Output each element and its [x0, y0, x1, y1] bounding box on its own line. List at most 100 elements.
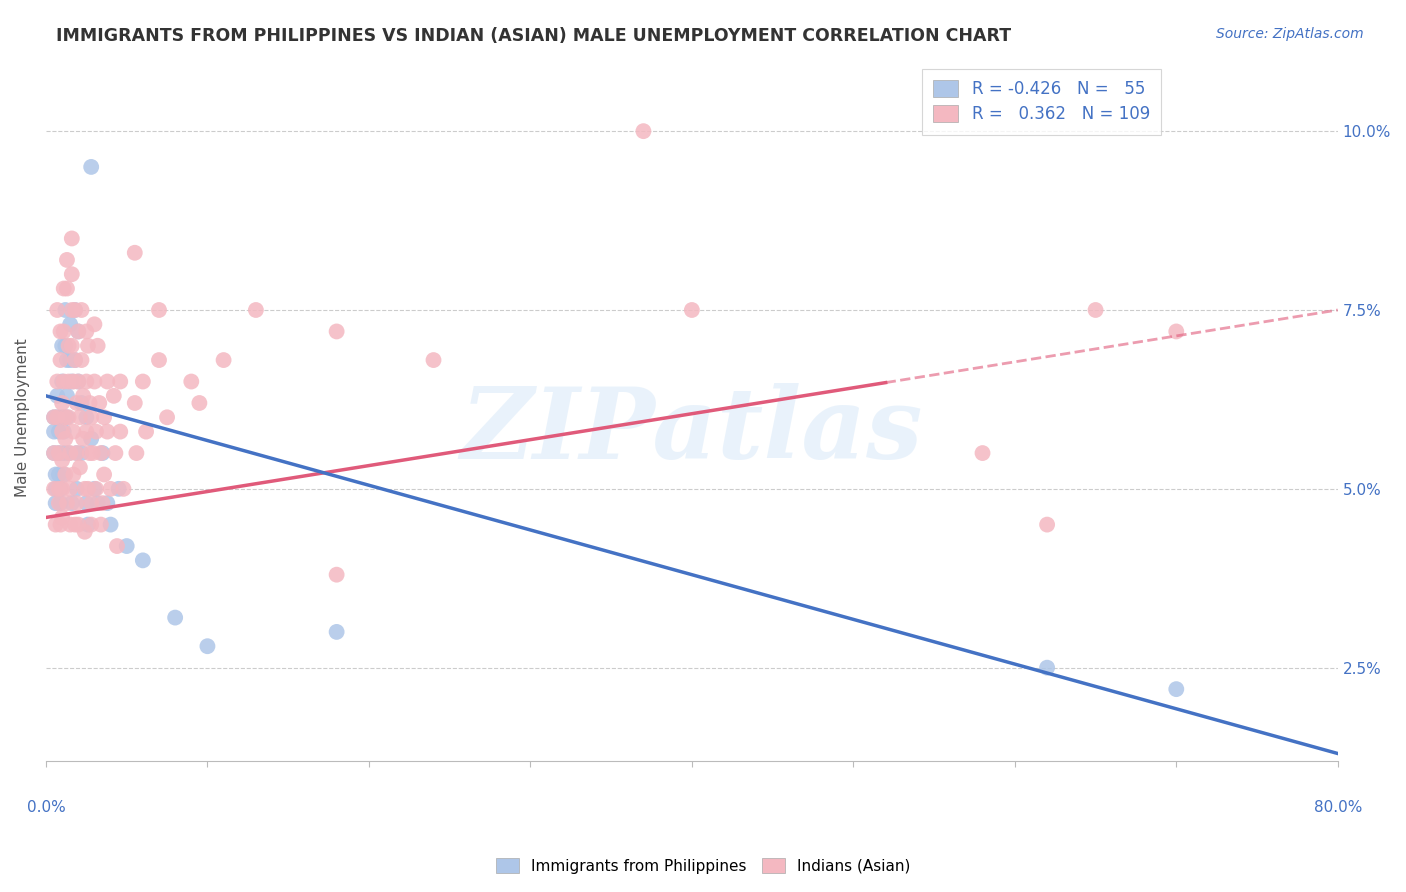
Point: [422, 353, 444, 368]
Point: [48, 446, 70, 460]
Point: [1166, 325, 1188, 339]
Point: [46, 303, 69, 318]
Legend: R = -0.426   N =   55, R =   0.362   N = 109: R = -0.426 N = 55, R = 0.362 N = 109: [921, 69, 1161, 135]
Point: [148, 353, 170, 368]
Point: [46, 410, 69, 425]
Point: [49, 325, 72, 339]
Point: [100, 517, 122, 532]
Point: [89, 396, 111, 410]
Point: [124, 396, 146, 410]
Point: [66, 396, 89, 410]
Point: [52, 446, 75, 460]
Point: [633, 124, 655, 138]
Point: [60, 231, 83, 245]
Point: [70, 303, 93, 318]
Point: [1036, 517, 1059, 532]
Point: [112, 482, 135, 496]
Point: [80, 496, 103, 510]
Point: [56, 281, 79, 295]
Legend: Immigrants from Philippines, Indians (Asian): Immigrants from Philippines, Indians (As…: [489, 852, 917, 880]
Point: [77, 482, 100, 496]
Point: [60, 267, 83, 281]
Point: [48, 482, 70, 496]
Point: [156, 410, 179, 425]
Point: [70, 446, 93, 460]
Point: [110, 425, 132, 439]
Point: [73, 482, 96, 496]
Point: [49, 517, 72, 532]
Point: [63, 303, 86, 318]
Point: [77, 517, 100, 532]
Point: [124, 245, 146, 260]
Point: [51, 425, 73, 439]
Point: [46, 389, 69, 403]
Point: [90, 446, 112, 460]
Point: [84, 425, 107, 439]
Point: [67, 375, 90, 389]
Point: [62, 467, 84, 482]
Point: [45, 496, 67, 510]
Point: [49, 496, 72, 510]
Point: [91, 496, 114, 510]
Point: [42, 446, 65, 460]
Point: [60, 339, 83, 353]
Point: [110, 375, 132, 389]
Point: [56, 410, 79, 425]
Point: [69, 410, 91, 425]
Point: [52, 325, 75, 339]
Point: [59, 482, 82, 496]
Point: [80, 432, 103, 446]
Point: [104, 446, 127, 460]
Point: [53, 432, 76, 446]
Text: Source: ZipAtlas.com: Source: ZipAtlas.com: [1216, 27, 1364, 41]
Point: [96, 425, 118, 439]
Point: [60, 303, 83, 318]
Point: [83, 318, 105, 332]
Point: [63, 353, 86, 368]
Point: [51, 510, 73, 524]
Point: [46, 410, 69, 425]
Point: [49, 482, 72, 496]
Point: [70, 396, 93, 410]
Point: [132, 553, 155, 567]
Text: 0.0%: 0.0%: [27, 799, 65, 814]
Point: [107, 482, 129, 496]
Point: [42, 425, 65, 439]
Point: [197, 639, 219, 653]
Point: [82, 446, 104, 460]
Point: [45, 467, 67, 482]
Text: ZIPatlas: ZIPatlas: [461, 383, 924, 479]
Point: [63, 353, 86, 368]
Point: [148, 303, 170, 318]
Point: [165, 610, 187, 624]
Point: [56, 353, 79, 368]
Point: [75, 375, 97, 389]
Point: [75, 410, 97, 425]
Point: [1084, 303, 1107, 318]
Point: [77, 339, 100, 353]
Point: [125, 446, 148, 460]
Point: [135, 425, 157, 439]
Point: [62, 375, 84, 389]
Point: [75, 325, 97, 339]
Point: [180, 375, 202, 389]
Point: [59, 517, 82, 532]
Point: [58, 339, 80, 353]
Point: [86, 339, 108, 353]
Point: [83, 482, 105, 496]
Point: [59, 353, 82, 368]
Point: [67, 325, 90, 339]
Text: 80.0%: 80.0%: [1313, 799, 1362, 814]
Point: [70, 353, 93, 368]
Point: [72, 389, 94, 403]
Point: [42, 482, 65, 496]
Point: [79, 446, 101, 460]
Point: [91, 446, 114, 460]
Point: [93, 467, 115, 482]
Point: [48, 425, 70, 439]
Text: IMMIGRANTS FROM PHILIPPINES VS INDIAN (ASIAN) MALE UNEMPLOYMENT CORRELATION CHAR: IMMIGRANTS FROM PHILIPPINES VS INDIAN (A…: [56, 27, 1011, 45]
Point: [52, 375, 75, 389]
Point: [325, 325, 347, 339]
Point: [51, 410, 73, 425]
Point: [63, 303, 86, 318]
